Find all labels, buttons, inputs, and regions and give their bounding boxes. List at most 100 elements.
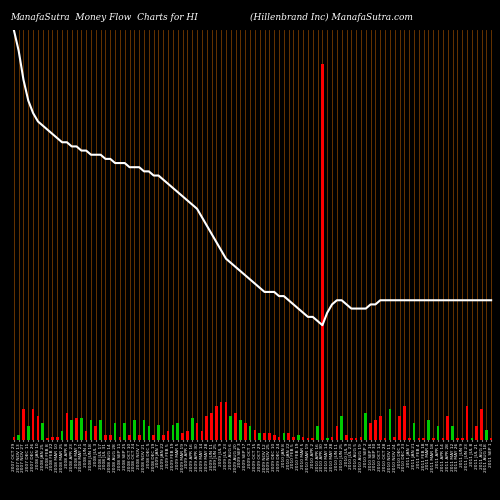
Bar xyxy=(470,438,473,440)
Bar xyxy=(114,423,116,440)
Bar xyxy=(432,438,434,440)
Bar xyxy=(128,435,131,440)
Bar xyxy=(330,436,334,440)
Bar xyxy=(466,406,468,440)
Bar xyxy=(437,426,440,440)
Bar xyxy=(408,438,410,440)
Bar xyxy=(133,420,136,440)
Bar xyxy=(321,64,324,440)
Bar xyxy=(316,426,319,440)
Text: ManafaSutra  Money Flow  Charts for HI: ManafaSutra Money Flow Charts for HI xyxy=(10,12,198,22)
Bar xyxy=(278,436,280,440)
Bar xyxy=(442,438,444,440)
Bar xyxy=(196,423,198,440)
Bar xyxy=(124,423,126,440)
Bar xyxy=(244,423,246,440)
Bar xyxy=(302,436,304,440)
Bar xyxy=(490,438,492,440)
Bar xyxy=(157,424,160,440)
Bar xyxy=(451,426,454,440)
Bar xyxy=(42,423,44,440)
Bar xyxy=(394,436,396,440)
Bar xyxy=(355,438,358,440)
Bar xyxy=(46,438,49,440)
Bar xyxy=(234,412,237,440)
Bar xyxy=(326,438,328,440)
Bar xyxy=(224,402,228,440)
Bar xyxy=(167,432,170,440)
Bar xyxy=(60,432,64,440)
Bar xyxy=(118,436,121,440)
Bar xyxy=(138,435,140,440)
Bar xyxy=(70,420,73,440)
Bar xyxy=(384,438,386,440)
Bar xyxy=(200,432,203,440)
Bar xyxy=(398,416,401,440)
Bar xyxy=(191,418,194,440)
Bar xyxy=(18,435,20,440)
Bar xyxy=(94,426,97,440)
Bar xyxy=(80,418,82,440)
Bar xyxy=(336,426,338,440)
Bar xyxy=(476,426,478,440)
Bar xyxy=(263,433,266,440)
Bar xyxy=(370,423,372,440)
Bar xyxy=(258,433,261,440)
Bar xyxy=(312,438,314,440)
Bar xyxy=(297,435,300,440)
Bar xyxy=(273,435,276,440)
Bar xyxy=(220,402,222,440)
Bar xyxy=(412,423,416,440)
Bar xyxy=(56,436,58,440)
Bar xyxy=(36,416,40,440)
Bar xyxy=(427,420,430,440)
Bar xyxy=(109,435,112,440)
Bar xyxy=(360,436,362,440)
Bar xyxy=(340,416,343,440)
Bar xyxy=(282,433,285,440)
Bar xyxy=(172,424,174,440)
Bar xyxy=(379,416,382,440)
Bar xyxy=(292,436,295,440)
Bar xyxy=(215,406,218,440)
Bar xyxy=(104,435,107,440)
Bar xyxy=(268,433,270,440)
Bar xyxy=(388,409,391,440)
Bar xyxy=(176,423,179,440)
Bar xyxy=(422,438,425,440)
Bar xyxy=(485,430,488,440)
Bar xyxy=(350,438,352,440)
Bar xyxy=(22,409,25,440)
Bar xyxy=(51,436,54,440)
Bar xyxy=(85,432,87,440)
Bar xyxy=(66,412,68,440)
Bar xyxy=(142,420,146,440)
Bar xyxy=(288,433,290,440)
Bar xyxy=(210,412,213,440)
Bar xyxy=(480,409,483,440)
Bar xyxy=(186,432,188,440)
Bar xyxy=(461,438,464,440)
Bar xyxy=(182,433,184,440)
Bar xyxy=(446,416,449,440)
Bar xyxy=(162,435,164,440)
Bar xyxy=(254,430,256,440)
Bar xyxy=(100,420,102,440)
Bar xyxy=(27,426,30,440)
Bar xyxy=(206,416,208,440)
Bar xyxy=(306,438,310,440)
Bar xyxy=(418,438,420,440)
Bar xyxy=(364,412,367,440)
Bar xyxy=(32,409,34,440)
Bar xyxy=(148,426,150,440)
Bar xyxy=(152,435,155,440)
Bar xyxy=(345,435,348,440)
Bar xyxy=(90,420,92,440)
Bar xyxy=(239,420,242,440)
Bar xyxy=(75,418,78,440)
Bar xyxy=(230,416,232,440)
Bar xyxy=(12,436,15,440)
Bar xyxy=(374,420,377,440)
Bar xyxy=(456,438,458,440)
Text: (Hillenbrand Inc) ManafaSutra.com: (Hillenbrand Inc) ManafaSutra.com xyxy=(250,12,413,22)
